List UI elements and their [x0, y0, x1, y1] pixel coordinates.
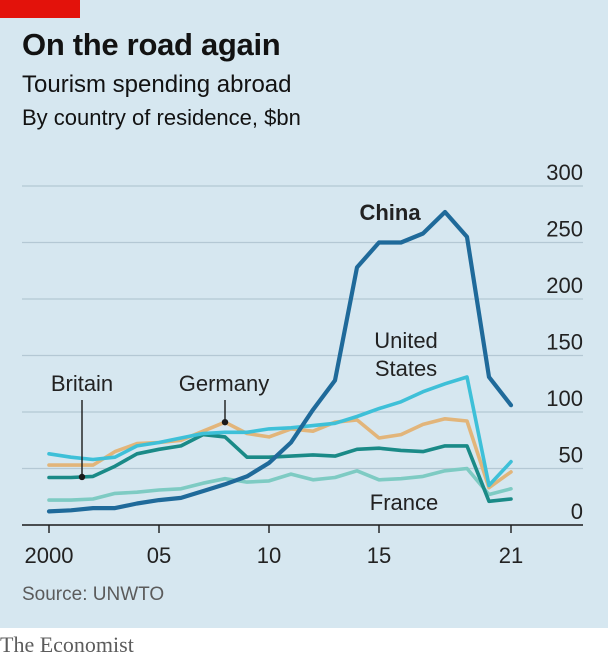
y-tick-label: 100 [546, 386, 583, 411]
series-annotations: China United States Germany Britain France [51, 200, 438, 515]
series-label-france: France [370, 490, 438, 515]
y-axis-ticks: 0 50 100 150 200 250 300 [546, 160, 583, 524]
y-tick-label: 200 [546, 273, 583, 298]
chart-title: On the road again [22, 27, 281, 62]
x-tick-label: 2000 [25, 543, 74, 568]
series-line-france [47, 466, 513, 502]
y-tick-label: 150 [546, 330, 583, 355]
x-axis-ticks: 2000 05 10 15 21 [25, 525, 523, 568]
series-lines [46, 209, 514, 514]
brand-red-tag [0, 0, 80, 18]
y-tick-label: 50 [559, 443, 583, 468]
line-chart: 0 50 100 150 200 250 300 2000 05 10 15 21 China Uni… [22, 160, 583, 568]
source-note: Source: UNWTO [22, 584, 165, 605]
chart-subtitle: Tourism spending abroad [22, 71, 292, 98]
germany-leader-dot [221, 418, 229, 426]
series-label-britain: Britain [51, 371, 113, 396]
series-line-britain [47, 432, 513, 504]
series-line-germany [47, 416, 513, 490]
series-label-germany: Germany [179, 371, 269, 396]
series-line-united-states [47, 375, 513, 488]
series-label-united-states: United States [374, 328, 438, 381]
series-label-china: China [359, 200, 421, 225]
series-line-china [46, 209, 514, 514]
x-tick-label: 15 [367, 543, 391, 568]
y-tick-label: 300 [546, 160, 583, 185]
x-tick-label: 21 [499, 543, 523, 568]
brand-wordmark: The Economist [0, 632, 134, 657]
chart-panel [0, 0, 608, 628]
x-tick-label: 05 [147, 543, 171, 568]
y-tick-label: 0 [571, 499, 583, 524]
chart-unit-note: By country of residence, $bn [22, 105, 301, 130]
britain-leader-dot [78, 473, 86, 481]
y-tick-label: 250 [546, 217, 583, 242]
x-tick-label: 10 [257, 543, 281, 568]
gridlines [22, 185, 583, 526]
